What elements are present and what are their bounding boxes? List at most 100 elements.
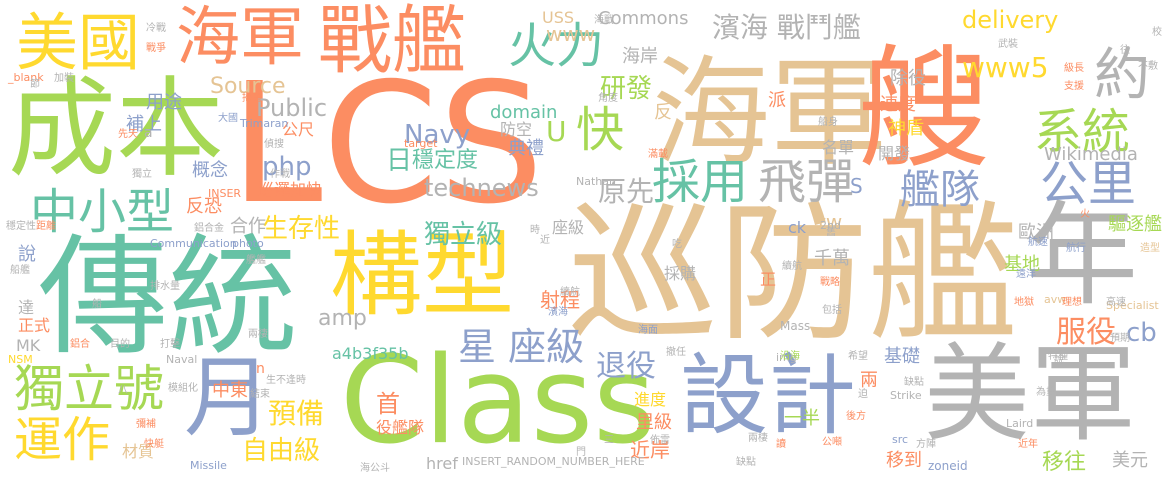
word-qianwan: 千萬 — [814, 248, 850, 269]
word-binhai-zhandoujian: 濱海 戰鬥艦 — [712, 11, 861, 44]
word-u: U — [546, 115, 567, 148]
word-communication: Communication — [150, 237, 237, 250]
word-tiny-21: 距離 — [36, 221, 56, 232]
word-tiny-25: 航速 — [1028, 237, 1048, 248]
word-amp: amp — [318, 306, 367, 331]
word-tiny-63: 往 — [1120, 45, 1130, 56]
word-meijun: 美軍 — [924, 333, 1136, 456]
word-tiny-40: 近年 — [1018, 439, 1038, 450]
word-nsm: NSM — [8, 353, 33, 366]
word-tiny-23: 船艦 — [10, 265, 30, 276]
word-wendingdu: 穩定度 — [412, 148, 479, 173]
word-mass: Mass — [780, 319, 811, 333]
word-s: S — [850, 174, 863, 198]
word-xunfangjian: 巡防艦 — [568, 188, 1019, 362]
word-fankong: 反恐 — [186, 196, 222, 217]
word-avw: avw — [1044, 293, 1067, 306]
word-yuanxian: 原先 — [598, 175, 655, 208]
word-tiny-41: 公噸 — [822, 437, 842, 448]
word-lcs: LCS — [230, 48, 544, 241]
word-xunluo: 巡邏 — [258, 180, 291, 199]
word-kuai: 快 — [576, 102, 625, 158]
word-tiny-74: 兩棲 — [748, 433, 768, 444]
word-tiny-20: 艦艦 — [246, 255, 266, 266]
word-zuoji: 座級 — [552, 218, 585, 237]
word-sou: 艘 — [858, 33, 990, 187]
word-huoli: 火力 — [508, 18, 605, 74]
word-jindu: 進度 — [634, 390, 667, 409]
word-zheng: 正 — [760, 270, 777, 289]
word-dianli: 典禮 — [508, 138, 544, 159]
word-tiny-9: 角度 — [598, 93, 618, 104]
word-chuyi: 除役 — [890, 68, 926, 89]
word-sheji: 設計 — [680, 344, 857, 447]
word-gainian: 概念 — [192, 160, 228, 181]
word-haian: 海岸 — [622, 46, 658, 67]
word-php: php — [262, 152, 312, 182]
word-tiny-11: 級長 — [1064, 63, 1084, 74]
word-tiny-73: 濱海 — [548, 307, 568, 318]
word-tiny-46: 結束 — [250, 389, 270, 400]
word-tiny-7: 先天 — [118, 129, 138, 140]
word-yubei: 預備 — [268, 397, 325, 430]
word-tiny-38: 方陣 — [916, 439, 936, 450]
word-tiny-72: 續航 — [560, 287, 580, 298]
word-shendun: 神盾 — [888, 118, 924, 139]
word-public: Public — [256, 94, 328, 122]
word-tiny-34: 預期 — [1110, 333, 1130, 344]
word-tiny-17: 作戰 — [270, 169, 290, 180]
word-nathan: Nathan — [576, 175, 616, 188]
word-yongtu: 用途 — [146, 92, 182, 113]
word-yiban: 一半 — [784, 408, 820, 429]
word-tiny-42: 海公斗 — [360, 463, 390, 474]
word-tiny-60: 時 — [530, 225, 540, 236]
word-gouxing: 構型 — [330, 222, 515, 329]
word-a4b3f35b: a4b3f35b — [332, 344, 409, 363]
word-zhengshi: 正式 — [18, 316, 51, 335]
word-tiny-43: 快艇 — [144, 439, 164, 450]
word-tiny-8: 掃雷 — [242, 93, 262, 104]
word-navy: Navy — [404, 120, 471, 150]
word-2nd: 2nd — [820, 219, 841, 232]
word-tiny-35: 特種 — [1048, 351, 1068, 362]
word-shengcunxing: 生存性 — [262, 214, 341, 244]
word-tiny-59: 門 — [576, 447, 586, 458]
word-mingdan: 名單 — [822, 138, 855, 157]
word-cb: cb — [1126, 318, 1157, 348]
word-photo: photo — [232, 237, 264, 250]
word-fan: 反 — [654, 102, 672, 123]
word-tiny-24: 排水量 — [150, 281, 180, 292]
word-tiny-36: 希望 — [848, 351, 868, 362]
word-wikimedia: Wikimedia — [1044, 144, 1138, 165]
word-tiny-5: 加裝 — [54, 73, 74, 84]
word-tiny-45: 打擊 — [160, 339, 180, 350]
word-tiny-2: 海戰 — [594, 15, 614, 26]
word-tiny-61: 近 — [540, 235, 550, 246]
word-tiny-3: 戰爭 — [146, 43, 166, 54]
word-source: Source — [210, 74, 286, 99]
word-tiny-48: 兩棲 — [248, 329, 268, 340]
word-tiny-13: 支援 — [1064, 81, 1084, 92]
word-tiny-62: 火 — [1080, 209, 1090, 220]
word-tiny-10: 武裝 — [998, 39, 1018, 50]
word-fuyi: 服役 — [1056, 315, 1116, 350]
word-tiny-71: 吃 — [672, 239, 682, 250]
word-tiny-39: 為重 — [1036, 387, 1056, 398]
word-liji: 里級 — [636, 412, 672, 433]
word-shou: 首 — [376, 390, 400, 418]
word-tiny-55: 撤任 — [666, 347, 686, 358]
word-kaifa: 開發 — [878, 144, 911, 163]
word-missile: Missile — [190, 459, 227, 472]
word-haijun-medium: 海軍 — [176, 1, 304, 75]
word-caizhi: 材質 — [122, 442, 155, 461]
word-ri: 日 — [386, 146, 413, 176]
word-gongchi: 公尺 — [282, 120, 315, 139]
word-laird: Laird — [1006, 417, 1034, 430]
word-pai: 派 — [768, 90, 786, 111]
word-zoneid: zoneid — [928, 459, 968, 473]
word-tiny-6: 大國 — [218, 113, 238, 124]
word-target: target — [404, 137, 438, 150]
word-mk: MK — [16, 336, 41, 355]
word-yue: 月 — [184, 346, 273, 449]
